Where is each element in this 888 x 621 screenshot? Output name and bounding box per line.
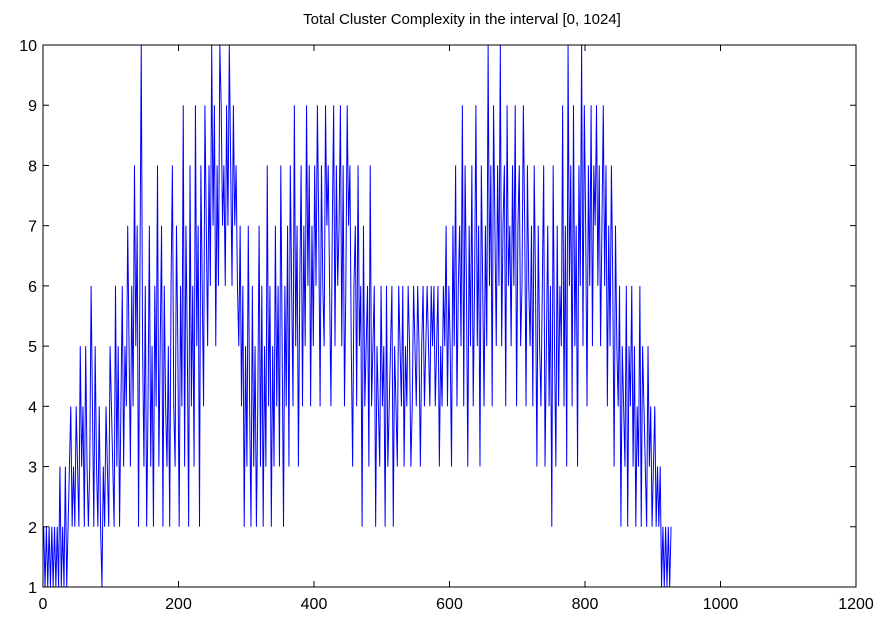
y-tick-label-6: 7	[28, 219, 37, 236]
y-tick-label-3: 4	[28, 399, 37, 416]
x-tick-label-6: 1200	[838, 596, 874, 613]
y-tick-label-1: 2	[28, 520, 37, 537]
series-line-0	[43, 44, 672, 588]
x-tick-label-4: 800	[572, 596, 599, 613]
x-tick-label-1: 200	[165, 596, 192, 613]
y-tick-label-8: 9	[28, 98, 37, 115]
plot-area: 0 200 400 600 800 1000 1200 1 2 3 4 5 6 7 8 9 10	[19, 38, 874, 613]
y-tick-label-0: 1	[28, 580, 37, 597]
chart-title: Total Cluster Complexity in the interval…	[303, 11, 621, 28]
y-tick-label-5: 6	[28, 279, 37, 296]
x-tick-label-2: 400	[301, 596, 328, 613]
series-layer	[43, 44, 672, 588]
x-tick-label-3: 600	[436, 596, 463, 613]
y-tick-label-7: 8	[28, 158, 37, 175]
x-tick-label-0: 0	[39, 596, 48, 613]
x-tick-label-5: 1000	[703, 596, 739, 613]
tick-layer: 0 200 400 600 800 1000 1200 1 2 3 4 5 6 7 8 9 10	[19, 38, 874, 613]
y-tick-label-9: 10	[19, 38, 37, 55]
y-tick-label-2: 3	[28, 460, 37, 477]
y-tick-label-4: 5	[28, 339, 37, 356]
